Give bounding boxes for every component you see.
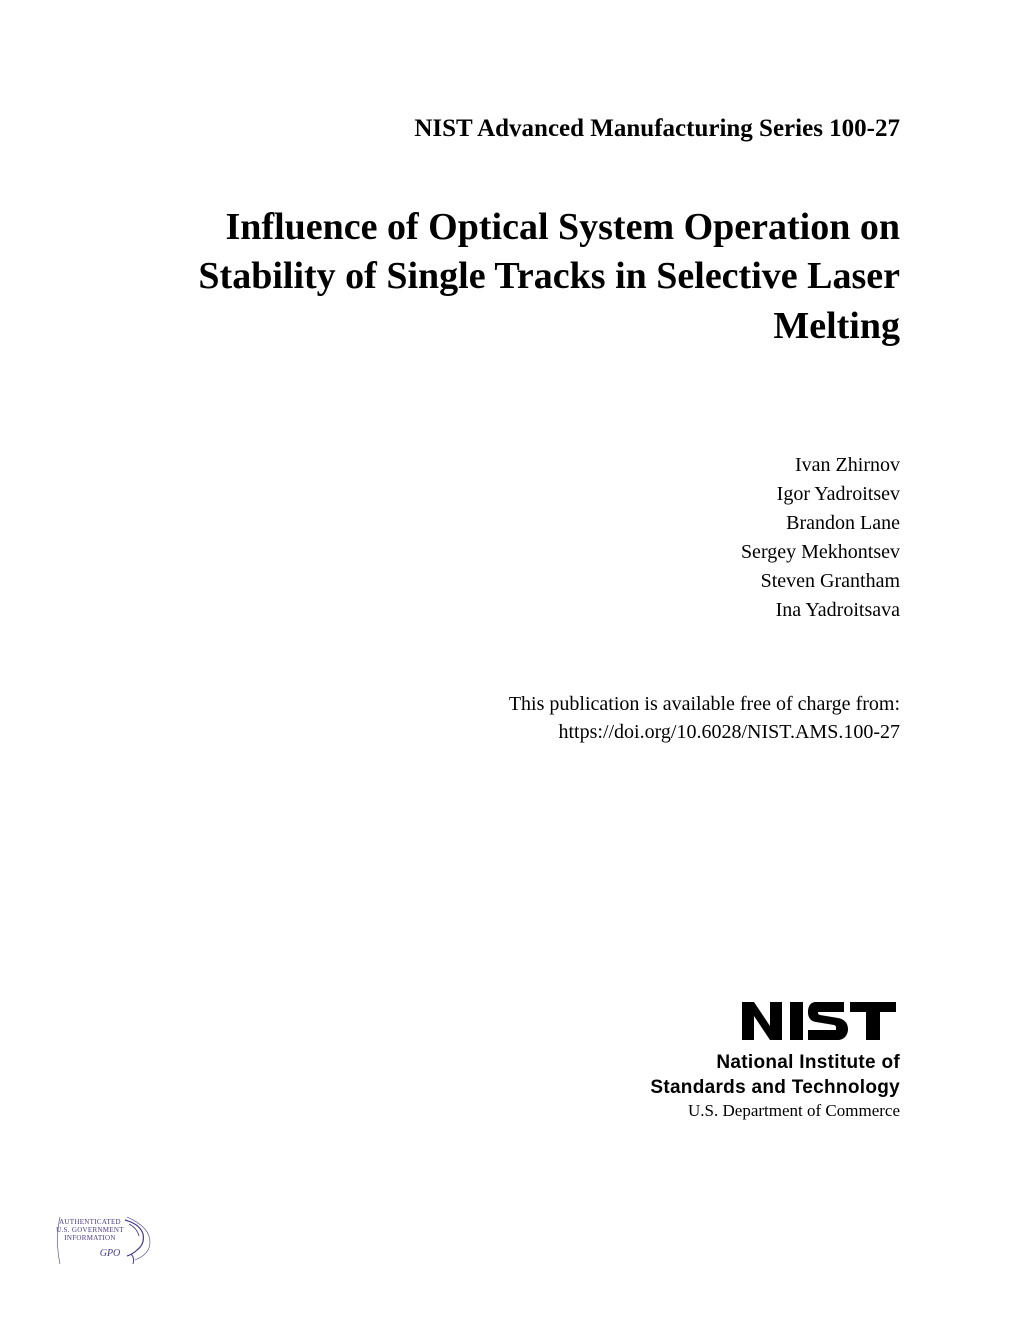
nist-dept: U.S. Department of Commerce: [650, 1101, 900, 1121]
nist-org-line1: National Institute of: [650, 1052, 900, 1074]
document-title: Influence of Optical System Operation on…: [120, 203, 900, 351]
gpo-text-line1: AUTHENTICATED: [59, 1218, 121, 1226]
authors-block: Ivan Zhirnov Igor Yadroitsev Brandon Lan…: [120, 451, 900, 625]
nist-org-line2: Standards and Technology: [650, 1077, 900, 1099]
availability-text: This publication is available free of ch…: [120, 690, 900, 718]
author-name: Sergey Mekhontsev: [120, 538, 900, 567]
gpo-text-line2: U.S. GOVERNMENT: [56, 1226, 124, 1234]
author-name: Ina Yadroitsava: [120, 596, 900, 625]
author-name: Brandon Lane: [120, 509, 900, 538]
gpo-seal: AUTHENTICATED U.S. GOVERNMENT INFORMATIO…: [55, 1212, 165, 1275]
author-name: Ivan Zhirnov: [120, 451, 900, 480]
series-header: NIST Advanced Manufacturing Series 100-2…: [120, 115, 900, 143]
nist-logo-block: National Institute of Standards and Tech…: [650, 1000, 900, 1121]
author-name: Igor Yadroitsev: [120, 480, 900, 509]
author-name: Steven Grantham: [120, 567, 900, 596]
availability-block: This publication is available free of ch…: [120, 690, 900, 746]
gpo-text-line3: INFORMATION: [64, 1234, 116, 1242]
gpo-label: GPO: [100, 1248, 121, 1259]
availability-doi: https://doi.org/10.6028/NIST.AMS.100-27: [120, 718, 900, 746]
nist-logo-icon: [740, 1000, 900, 1049]
